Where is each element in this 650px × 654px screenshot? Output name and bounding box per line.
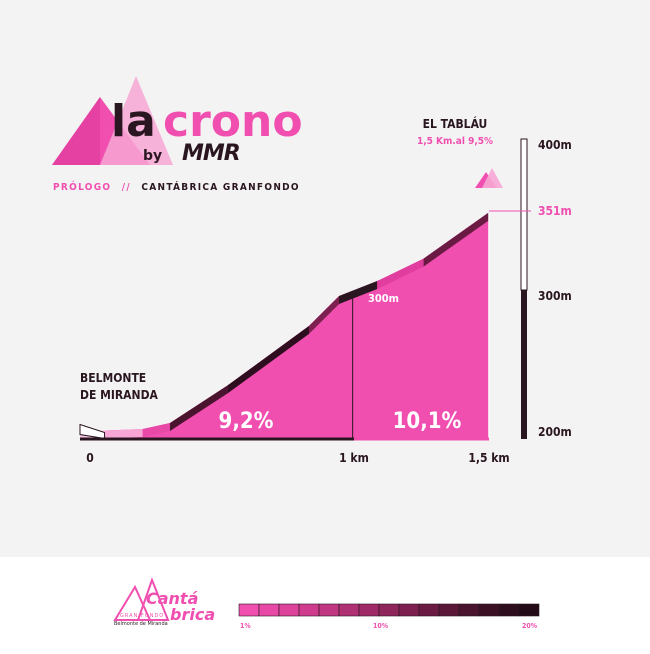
x-tick-2: 1,5 km bbox=[468, 451, 509, 465]
legend-swatch-8 bbox=[378, 603, 400, 617]
legend-swatch-3 bbox=[278, 603, 300, 617]
legend-swatch-15 bbox=[518, 603, 540, 617]
legend-swatch-6 bbox=[338, 603, 360, 617]
lacrono-logo: la crono by MMR bbox=[52, 76, 303, 166]
legend-swatch-11 bbox=[438, 603, 460, 617]
legend-label-10: 10% bbox=[373, 622, 389, 630]
gradient-legend bbox=[238, 603, 540, 617]
profile-segment-5 bbox=[227, 325, 310, 394]
legend-swatch-14 bbox=[498, 603, 520, 617]
scale-bar-light bbox=[520, 138, 528, 291]
profile-segment-3 bbox=[142, 423, 170, 438]
y-tick-351: 351m bbox=[538, 204, 572, 218]
subtitle-event: CANTÁBRICA GRANFONDO bbox=[141, 180, 300, 193]
profile-chart: la crono by MMR PRÓLOGO // CANTÁBRICA GR… bbox=[52, 76, 572, 465]
footer: Cantá brica GRAN FONDO Belmonte de Miran… bbox=[0, 557, 650, 650]
profile-segment-2 bbox=[104, 429, 143, 439]
profile-layer bbox=[79, 212, 490, 440]
subtitle-stage: PRÓLOGO bbox=[53, 180, 111, 193]
legend-swatch-9 bbox=[398, 603, 420, 617]
gradient-label-2: 10,1% bbox=[393, 409, 462, 434]
cantabrica-logo-line1: Cantá bbox=[146, 589, 199, 608]
summit-info: 1,5 Km.al 9,5% bbox=[417, 136, 493, 147]
profile-panel: la crono by MMR PRÓLOGO // CANTÁBRICA GR… bbox=[0, 0, 650, 557]
cantabrica-logo: Cantá brica GRAN FONDO Belmonte de Miran… bbox=[113, 577, 215, 627]
legend-swatch-10 bbox=[418, 603, 440, 617]
legend-swatch-4 bbox=[298, 603, 320, 617]
elevation-scale: 400m 351m 300m 200m bbox=[489, 138, 572, 439]
profile-segment-9 bbox=[423, 212, 489, 267]
legend-swatch-1 bbox=[238, 603, 260, 617]
legend-label-20: 20% bbox=[522, 622, 538, 630]
subtitle: PRÓLOGO // CANTÁBRICA GRANFONDO bbox=[53, 180, 300, 193]
x-tick-0: 0 bbox=[86, 451, 94, 465]
profile-segment-8 bbox=[377, 258, 424, 290]
profile-segment-7 bbox=[339, 281, 378, 304]
scale-bar-dark bbox=[521, 290, 527, 439]
cantabrica-logo-triangle-2 bbox=[136, 577, 170, 621]
legend-swatch-7 bbox=[358, 603, 380, 617]
legend-swatch-2 bbox=[258, 603, 280, 617]
legend-swatch-13 bbox=[478, 603, 500, 617]
summit-mountain-icon bbox=[475, 168, 503, 188]
profile-segment-6 bbox=[309, 295, 340, 334]
legend-swatch-12 bbox=[458, 603, 480, 617]
footer-svg: Cantá brica GRAN FONDO Belmonte de Miran… bbox=[113, 577, 540, 630]
cantabrica-logo-small1: GRAN FONDO bbox=[120, 613, 164, 619]
x-tick-1: 1 km bbox=[339, 451, 369, 465]
cantabrica-logo-line2: brica bbox=[170, 605, 215, 624]
subtitle-separator: // bbox=[122, 182, 131, 193]
y-tick-300: 300m bbox=[538, 289, 572, 303]
legend-swatch-5 bbox=[318, 603, 340, 617]
brand-by: by bbox=[143, 148, 162, 164]
brand-crono: crono bbox=[163, 96, 303, 147]
start-label-line2: DE MIRANDA bbox=[80, 388, 159, 402]
gradient-label-1: 9,2% bbox=[219, 409, 274, 434]
logo-triangle-small bbox=[100, 76, 173, 165]
y-tick-200: 200m bbox=[538, 425, 572, 439]
brand-la: la bbox=[111, 96, 156, 147]
profile-area bbox=[80, 212, 489, 438]
summit-name: EL TABLÁU bbox=[423, 116, 488, 131]
cantabrica-logo-small2: Belmonte de Miranda bbox=[114, 621, 168, 627]
elevation-annotation-300m: 300m bbox=[368, 292, 399, 305]
start-label-line1: BELMONTE bbox=[80, 371, 146, 385]
brand-sponsor: MMR bbox=[182, 141, 240, 166]
cantabrica-logo-triangle bbox=[113, 584, 152, 621]
logo-triangle-left-shade bbox=[52, 97, 100, 165]
y-tick-400: 400m bbox=[538, 138, 572, 152]
legend-label-1: 1% bbox=[240, 622, 251, 630]
profile-segment-4 bbox=[169, 385, 228, 432]
